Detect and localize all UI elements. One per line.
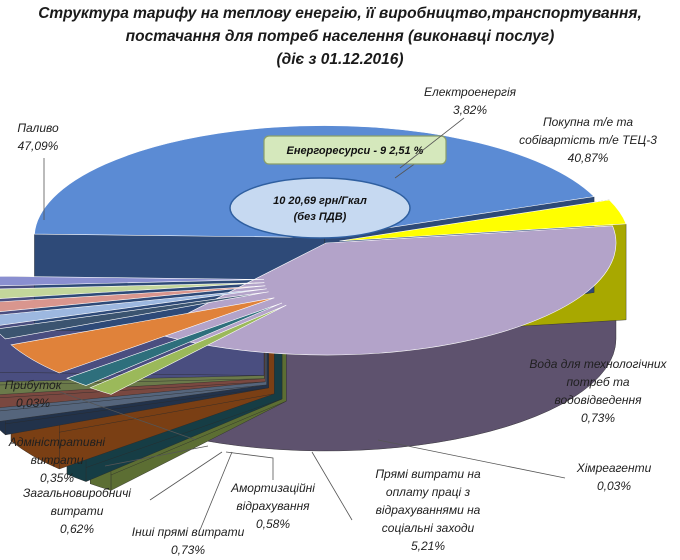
slice-label-water-2: водовідведення — [554, 393, 642, 407]
pie-slices — [0, 125, 627, 491]
slice-label-reagents-0: Хімреагенти — [576, 461, 652, 475]
slice-label-general_production-0: Загальновиробничі — [23, 486, 131, 500]
slice-value-reagents: 0,03% — [597, 479, 631, 493]
slice-label-profit-0: Прибуток — [5, 378, 63, 392]
leader-electricity — [399, 117, 465, 169]
slice-value-water: 0,73% — [581, 411, 615, 425]
slice-profit — [0, 276, 265, 287]
center-label-line-1: 10 20,69 грн/Гкал — [273, 195, 367, 207]
leader-reagents — [377, 439, 566, 479]
slice-label-amortization-0: Амортизаційні — [230, 481, 315, 495]
slice-general_production — [0, 285, 266, 312]
slice-value-administrative: 0,35% — [40, 471, 74, 485]
slice-label-general_production-1: витрати — [51, 504, 104, 518]
leader-other_direct — [199, 451, 233, 531]
slice-value-other_direct: 0,73% — [171, 543, 205, 557]
slice-amortization — [0, 291, 269, 340]
chart-title: Структура тарифу на теплову енергію, її … — [38, 5, 642, 68]
slice-label-other_direct-0: Інші прямі витрати — [132, 525, 245, 539]
slice-label-administrative-1: витрати — [31, 453, 84, 467]
slice-value-electricity: 3,82% — [453, 103, 487, 117]
slice-label-direct_labor-3: соціальні заходи — [382, 521, 475, 535]
slice-value-general_production: 0,62% — [60, 522, 94, 536]
slice-label-heat_purchase-1: собівартість т/е ТЕЦ-3 — [519, 133, 657, 147]
chart-title-line-1: Структура тарифу на теплову енергію, її … — [38, 5, 642, 22]
slice-label-water-1: потреб та — [566, 375, 629, 389]
slice-water — [89, 304, 287, 395]
slice-label-electricity-0: Електроенергія — [424, 85, 517, 99]
slice-label-direct_labor-1: оплату праці з — [386, 485, 471, 499]
slice-other_direct — [0, 288, 267, 326]
chart-overlay: Енергоресурси - 9 2,51 % 10 20,69 грн/Гка… — [229, 135, 447, 239]
leader-general_production — [149, 451, 223, 501]
slice-heat_purchase — [149, 225, 617, 356]
slice-labels: Паливо 47,09% Електроенергія 3,82% Покупна т… — [5, 85, 668, 557]
slice-label-direct_labor-0: Прямі витрати на — [375, 467, 481, 481]
chart-title-line-2: постачання для потреб населення (виконав… — [126, 28, 555, 45]
slice-label-amortization-1: відрахування — [236, 499, 310, 513]
slice-label-administrative-0: Адміністративні — [8, 435, 106, 449]
slice-label-fuel-0: Паливо — [17, 121, 59, 135]
center-label-ellipse — [229, 177, 411, 239]
slice-value-amortization: 0,58% — [256, 517, 290, 531]
slice-label-direct_labor-2: відрахуваннями на — [376, 503, 481, 517]
center-label-line-2: (без ПДВ) — [294, 211, 347, 223]
slice-label-water-0: Вода для технологічних — [529, 357, 667, 371]
slice-electricity — [339, 199, 627, 242]
slice-value-profit: 0,03% — [16, 396, 50, 410]
group-label-box — [263, 135, 447, 165]
slice-value-direct_labor: 5,21% — [411, 539, 445, 553]
slice-reagents — [66, 302, 283, 386]
slice-label-heat_purchase-0: Покупна т/е та — [543, 115, 633, 129]
leader-direct_labor — [311, 451, 353, 521]
leader-administrative — [104, 445, 209, 467]
slice-value-fuel: 47,09% — [18, 139, 59, 153]
leader-profit — [59, 391, 197, 441]
slice-direct_labor — [10, 297, 275, 374]
slice-administrative — [0, 282, 265, 299]
slice-value-heat_purchase: 40,87% — [568, 151, 609, 165]
chart-title-line-3: (діє з 01.12.2016) — [276, 51, 403, 68]
leader-amortization — [225, 451, 274, 480]
group-label-text: Енергоресурси - 9 2,51 % — [287, 145, 424, 157]
